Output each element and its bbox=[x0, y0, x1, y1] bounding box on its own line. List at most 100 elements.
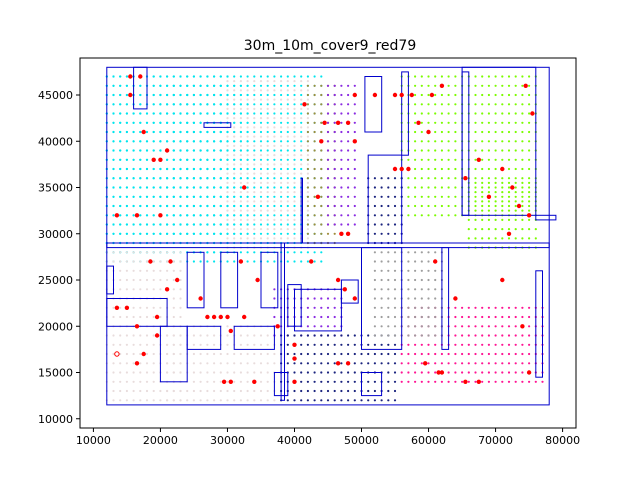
coverage-dot bbox=[125, 149, 128, 152]
coverage-dot bbox=[521, 380, 524, 383]
coverage-dot bbox=[387, 223, 390, 226]
coverage-dot bbox=[239, 158, 242, 161]
coverage-dot bbox=[206, 186, 209, 189]
coverage-dot bbox=[219, 93, 222, 97]
coverage-dot bbox=[434, 167, 437, 171]
coverage-dot bbox=[213, 93, 216, 97]
red-point bbox=[436, 370, 441, 375]
coverage-dot bbox=[226, 186, 229, 189]
coverage-dot bbox=[239, 181, 242, 184]
coverage-dot bbox=[239, 117, 242, 120]
coverage-dot bbox=[393, 380, 397, 383]
coverage-dot bbox=[387, 204, 390, 208]
coverage-dot bbox=[514, 103, 517, 106]
coverage-dot bbox=[286, 237, 289, 240]
coverage-dot bbox=[246, 343, 249, 346]
coverage-dot bbox=[172, 371, 175, 374]
coverage-dot bbox=[454, 93, 457, 97]
coverage-dot bbox=[494, 112, 497, 115]
coverage-dot bbox=[360, 352, 363, 356]
coverage-dot bbox=[246, 144, 249, 147]
coverage-dot bbox=[387, 334, 390, 337]
coverage-dot bbox=[393, 352, 397, 356]
coverage-dot bbox=[514, 380, 517, 383]
coverage-dot bbox=[159, 251, 162, 254]
coverage-dot bbox=[119, 84, 122, 87]
coverage-dot bbox=[226, 191, 229, 194]
coverage-dot bbox=[253, 149, 256, 152]
coverage-dot bbox=[286, 117, 289, 120]
coverage-dot bbox=[233, 186, 236, 189]
open-red-point bbox=[114, 351, 120, 357]
coverage-dot bbox=[239, 154, 242, 157]
coverage-dot bbox=[306, 315, 309, 319]
coverage-dot bbox=[521, 93, 524, 97]
coverage-dot bbox=[280, 218, 283, 221]
coverage-dot bbox=[239, 140, 242, 143]
coverage-dot bbox=[253, 89, 256, 92]
coverage-dot bbox=[273, 112, 276, 115]
coverage-dot bbox=[253, 84, 256, 87]
coverage-dot bbox=[420, 260, 423, 263]
coverage-dot bbox=[206, 399, 209, 402]
coverage-dot bbox=[487, 237, 490, 240]
coverage-dot bbox=[333, 214, 336, 217]
coverage-dot bbox=[266, 149, 269, 152]
coverage-dot bbox=[481, 306, 484, 309]
coverage-dot bbox=[434, 325, 437, 328]
coverage-dot bbox=[521, 158, 524, 161]
coverage-dot bbox=[239, 103, 242, 106]
coverage-dot bbox=[152, 214, 155, 217]
coverage-dot bbox=[259, 200, 263, 203]
coverage-dot bbox=[481, 195, 484, 198]
coverage-dot bbox=[461, 306, 464, 309]
coverage-dot bbox=[306, 130, 309, 134]
coverage-dot bbox=[233, 130, 236, 134]
coverage-dot bbox=[474, 237, 477, 240]
coverage-dot bbox=[454, 130, 457, 134]
coverage-dot bbox=[440, 93, 443, 97]
coverage-dot bbox=[373, 306, 376, 309]
coverage-dot bbox=[507, 121, 511, 124]
red-point bbox=[175, 277, 180, 283]
coverage-dot bbox=[226, 135, 229, 138]
coverage-dot bbox=[306, 209, 309, 212]
coverage-dot bbox=[507, 84, 511, 87]
coverage-dot bbox=[112, 140, 115, 143]
coverage-dot bbox=[226, 112, 229, 115]
coverage-dot bbox=[206, 362, 209, 365]
coverage-dot bbox=[487, 84, 490, 87]
coverage-dot bbox=[159, 269, 162, 272]
coverage-dot bbox=[306, 399, 309, 402]
coverage-dot bbox=[487, 103, 490, 106]
red-point bbox=[114, 305, 120, 310]
coverage-dot bbox=[239, 371, 242, 374]
coverage-dot bbox=[306, 103, 309, 106]
coverage-dot bbox=[280, 80, 283, 83]
coverage-dot bbox=[326, 140, 330, 143]
wall-segment bbox=[461, 71, 470, 216]
coverage-dot bbox=[112, 251, 115, 254]
coverage-dot bbox=[152, 112, 155, 115]
coverage-dot bbox=[427, 121, 430, 124]
coverage-dot bbox=[447, 140, 450, 143]
coverage-dot bbox=[246, 107, 249, 110]
coverage-dot bbox=[434, 103, 437, 106]
coverage-dot bbox=[172, 149, 175, 152]
coverage-dot bbox=[333, 177, 336, 180]
coverage-dot bbox=[306, 154, 309, 157]
coverage-dot bbox=[253, 140, 256, 143]
red-point bbox=[128, 74, 133, 79]
coverage-dot bbox=[367, 362, 370, 365]
coverage-dot bbox=[239, 214, 242, 217]
coverage-dot bbox=[213, 75, 216, 78]
coverage-dot bbox=[514, 195, 517, 198]
coverage-dot bbox=[487, 181, 490, 184]
coverage-dot bbox=[266, 352, 269, 356]
coverage-dot bbox=[239, 251, 242, 254]
coverage-dot bbox=[233, 158, 236, 161]
coverage-dot bbox=[320, 103, 323, 106]
coverage-dot bbox=[320, 389, 323, 393]
coverage-dot bbox=[501, 315, 504, 319]
coverage-dot bbox=[226, 144, 229, 147]
